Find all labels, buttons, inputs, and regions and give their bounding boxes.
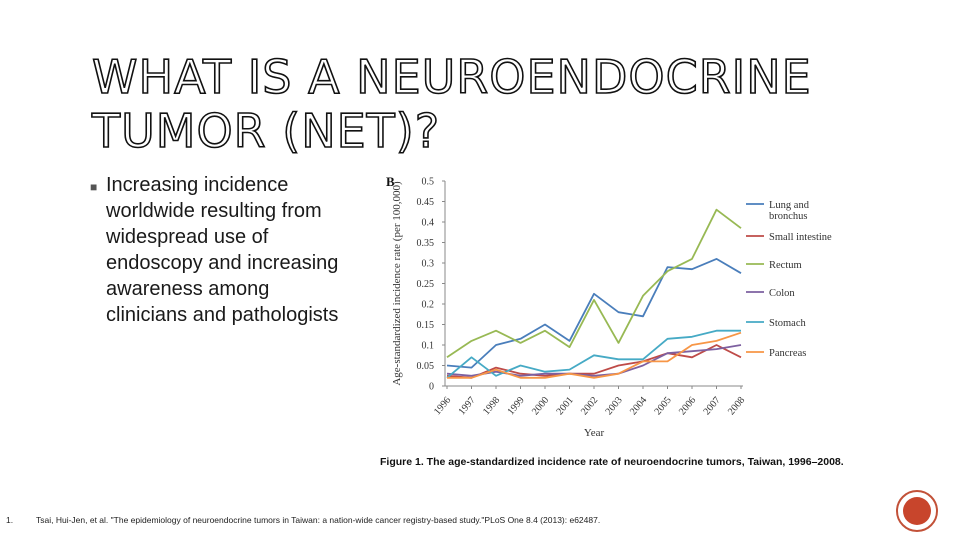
y-tick-label: 0.05 <box>417 361 435 372</box>
y-tick-label: 0.15 <box>417 320 435 331</box>
legend-label: Rectum <box>769 260 802 271</box>
bullet-list: ■ Increasing incidence worldwide resultin… <box>90 172 350 328</box>
x-axis-label: Year <box>584 427 605 439</box>
y-tick-label: 0.2 <box>422 300 435 311</box>
x-tick-label: 1996 <box>432 395 453 417</box>
square-bullet-icon: ■ <box>90 180 98 194</box>
y-axis-ticks: 0 0.05 0.1 0.15 0.2 0.25 0.3 0.35 0.4 0.45 0.5 <box>417 177 445 393</box>
legend-label: Small intestine <box>769 232 832 243</box>
x-tick-label: 2003 <box>604 395 625 417</box>
y-tick-label: 0.1 <box>422 341 435 352</box>
series-line <box>446 344 742 379</box>
bullet-text: Increasing incidence worldwide resulting… <box>106 174 339 326</box>
x-tick-label: 2002 <box>579 395 600 417</box>
y-tick-label: 0.4 <box>422 218 435 229</box>
y-tick-label: 0.25 <box>417 279 435 290</box>
series-line <box>446 258 742 369</box>
x-tick-label: 2001 <box>555 395 576 417</box>
figure-caption: Figure 1. The age-standardized incidence… <box>380 456 844 468</box>
y-tick-label: 0.5 <box>422 177 435 188</box>
incidence-line-chart: 0 0.05 0.1 0.15 0.2 0.25 0.3 0.35 0.4 0.45 0.5 199… <box>386 174 832 439</box>
chart-legend: Lung and bronchus Small intestine Rectum Col… <box>746 200 832 359</box>
footnote-number: 1. <box>6 515 14 525</box>
legend-label: Stomach <box>769 318 806 329</box>
y-tick-label: 0.3 <box>422 259 435 270</box>
series-line <box>446 344 742 377</box>
x-tick-label: 1997 <box>457 395 478 417</box>
x-tick-label: 2005 <box>653 395 674 417</box>
y-tick-label: 0.45 <box>417 197 435 208</box>
y-tick-label: 0 <box>429 382 434 393</box>
footnote-reference: Tsai, Hui-Jen, et al. "The epidemiology … <box>36 515 601 525</box>
bullet-item: ■ Increasing incidence worldwide resultin… <box>90 172 350 328</box>
badge-fill-icon <box>903 497 931 525</box>
panel-label: B <box>386 174 395 189</box>
x-tick-label: 1998 <box>481 395 502 417</box>
legend-label: Colon <box>769 288 795 299</box>
y-axis-label: Age-standardized incidence rate (per 100… <box>391 181 403 386</box>
x-tick-label: 2000 <box>530 395 551 417</box>
legend-label: Pancreas <box>769 348 806 359</box>
series-line <box>446 208 742 359</box>
x-tick-label: 2008 <box>726 395 747 417</box>
x-axis-ticks: 1996 1997 1998 1999 2000 2001 2002 2003 2004 2005… <box>432 386 747 417</box>
x-tick-label: 1999 <box>506 395 527 417</box>
x-tick-label: 2006 <box>677 395 698 417</box>
legend-label: Lung and bronchus <box>769 200 810 222</box>
decorative-circle-badge-icon <box>896 490 938 532</box>
y-tick-label: 0.35 <box>417 238 435 249</box>
x-tick-label: 2007 <box>702 395 723 417</box>
x-tick-label: 2004 <box>628 395 649 417</box>
series-line <box>447 331 742 379</box>
slide-title: WHAT IS A NEUROENDOCRINE TUMOR (NET)? <box>91 49 812 159</box>
series-lines <box>446 208 742 379</box>
series-line <box>446 329 741 379</box>
